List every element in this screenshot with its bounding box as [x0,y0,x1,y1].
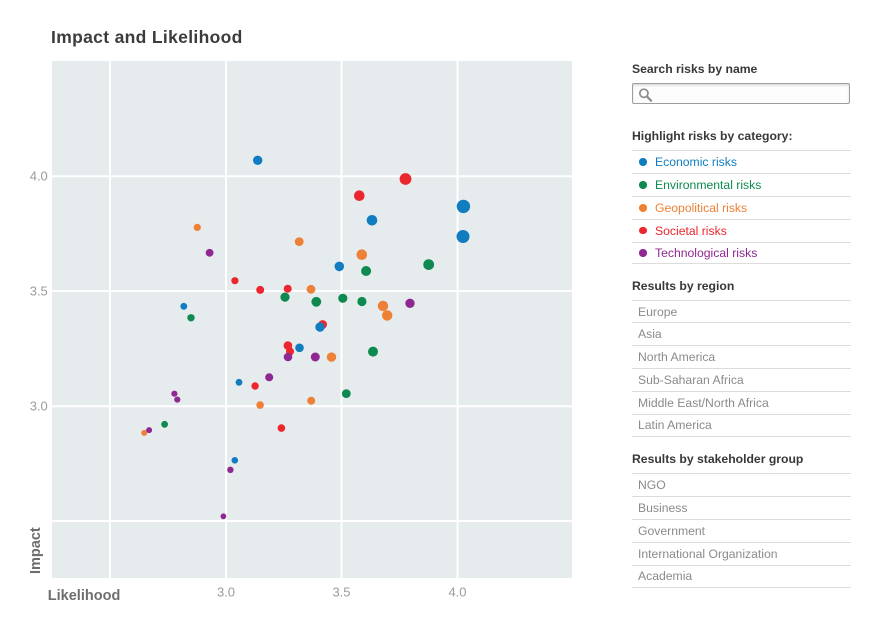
svg-text:Impact: Impact [28,527,44,574]
svg-text:Likelihood: Likelihood [48,588,121,604]
svg-text:4.0: 4.0 [30,169,48,184]
svg-text:3.0: 3.0 [30,399,48,414]
svg-text:4.0: 4.0 [448,585,466,600]
svg-text:3.0: 3.0 [217,585,235,600]
svg-text:3.5: 3.5 [332,585,350,600]
svg-text:3.5: 3.5 [30,283,48,298]
